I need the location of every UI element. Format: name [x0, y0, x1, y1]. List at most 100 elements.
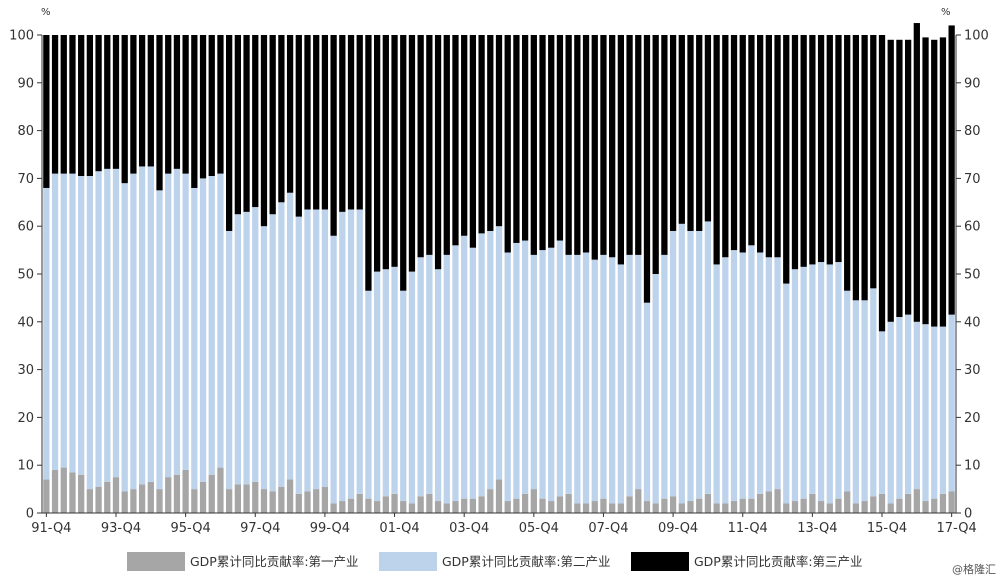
- bar-segment-tertiary: [687, 35, 694, 231]
- bar-segment-secondary: [661, 254, 668, 499]
- bar-segment-secondary: [165, 173, 172, 478]
- right-y-tick-label: 10: [964, 459, 981, 474]
- bar-segment-tertiary: [948, 25, 955, 315]
- bar-segment-primary: [191, 489, 198, 513]
- bar-segment-primary: [469, 498, 477, 513]
- bar-segment-tertiary: [86, 35, 94, 177]
- bar-segment-tertiary: [121, 35, 128, 184]
- bar-segment-primary: [626, 496, 633, 513]
- x-tick-label: 11-Q4: [728, 521, 768, 536]
- bar-segment-secondary: [478, 233, 485, 497]
- bar-segment-tertiary: [347, 35, 355, 210]
- bar-segment-secondary: [844, 290, 851, 492]
- bar-segment-secondary: [226, 230, 233, 490]
- bar-segment-primary: [226, 489, 233, 513]
- bar-segment-secondary: [861, 300, 868, 502]
- bar-segment-tertiary: [51, 35, 59, 174]
- bar-segment-primary: [722, 503, 729, 513]
- bar-segment-tertiary: [365, 35, 372, 291]
- bar-segment-tertiary: [234, 35, 241, 215]
- bar-segment-secondary: [286, 192, 294, 480]
- x-tick-label: 95-Q4: [171, 521, 211, 536]
- right-y-tick-label: 70: [964, 172, 981, 187]
- bar-segment-primary: [922, 501, 929, 513]
- bar-segment-tertiary: [765, 35, 772, 258]
- right-y-tick-label: 60: [964, 220, 981, 235]
- bar-segment-tertiary: [844, 35, 851, 291]
- bar-segment-primary: [86, 489, 94, 513]
- bar-segment-primary: [835, 498, 842, 513]
- bar-segment-secondary: [295, 216, 302, 494]
- bar-segment-secondary: [635, 254, 642, 490]
- bar-segment-secondary: [78, 176, 85, 475]
- bar-segment-secondary: [530, 254, 537, 490]
- bar-segment-tertiary: [495, 35, 503, 227]
- bar-segment-secondary: [191, 187, 198, 490]
- bar-segment-secondary: [896, 317, 903, 499]
- bar-segment-secondary: [617, 264, 624, 504]
- bar-segment-primary: [321, 486, 329, 513]
- bar-segment-primary: [939, 493, 947, 513]
- bar-segment-tertiary: [678, 35, 685, 224]
- right-unit-label: %: [941, 7, 951, 18]
- bar-segment-primary: [565, 493, 572, 513]
- bar-segment-tertiary: [530, 35, 537, 255]
- bar-segment-secondary: [278, 202, 285, 487]
- right-y-tick-label: 0: [964, 507, 972, 522]
- bar-segment-secondary: [304, 209, 311, 492]
- x-tick-label: 13-Q4: [797, 521, 837, 536]
- left-y-tick-label: 50: [17, 268, 34, 283]
- bar-segment-secondary: [391, 266, 398, 494]
- left-y-tick-label: 100: [9, 29, 34, 44]
- bar-segment-secondary: [426, 254, 433, 494]
- bar-segment-primary: [539, 498, 546, 513]
- bar-segment-secondary: [313, 209, 320, 490]
- bar-segment-tertiary: [330, 35, 337, 236]
- bar-segment-primary: [252, 481, 259, 513]
- bar-segment-tertiary: [904, 39, 912, 315]
- bar-segment-primary: [243, 484, 250, 513]
- left-y-tick-label: 40: [17, 315, 34, 330]
- bar-segment-secondary: [556, 240, 564, 497]
- bar-segment-tertiary: [147, 35, 154, 167]
- bar-segment-primary: [826, 503, 833, 513]
- bar-segment-tertiary: [565, 35, 572, 255]
- bar-segment-secondary: [687, 230, 694, 502]
- bar-segment-secondary: [234, 214, 241, 485]
- bar-segment-tertiary: [130, 35, 137, 174]
- bar-segment-primary: [652, 503, 659, 513]
- legend-label-tertiary: GDP累计同比贡献率:第三产业: [694, 554, 863, 569]
- bar-segment-primary: [147, 481, 154, 513]
- bar-segment-primary: [295, 493, 302, 513]
- bar-segment-secondary: [260, 226, 268, 490]
- bar-segment-primary: [426, 493, 433, 513]
- bar-segment-tertiary: [339, 35, 346, 212]
- bar-segment-secondary: [513, 242, 520, 499]
- bar-segment-primary: [791, 501, 799, 513]
- bar-segment-tertiary: [739, 35, 746, 253]
- bar-segment-secondary: [86, 176, 94, 490]
- bar-segment-primary: [757, 493, 764, 513]
- bar-segment-tertiary: [391, 35, 398, 267]
- ticks-layer: 0 0 10 10 20 20 30 30 40 40 50 50 60 60 70 70 80 80 90 90 10…: [9, 29, 989, 537]
- bar-segment-primary: [774, 489, 781, 513]
- bar-segment-primary: [156, 489, 163, 513]
- bar-segment-tertiary: [217, 35, 224, 174]
- bar-segment-secondary: [69, 173, 76, 473]
- bar-segment-primary: [51, 469, 59, 513]
- left-y-tick-label: 0: [26, 507, 34, 522]
- bar-segment-secondary: [400, 290, 407, 502]
- bar-segment-primary: [800, 498, 807, 513]
- bar-segment-tertiary: [504, 35, 511, 253]
- bar-segment-primary: [904, 493, 912, 513]
- left-y-tick-label: 60: [17, 220, 34, 235]
- bar-segment-primary: [182, 469, 189, 513]
- bar-segment-secondary: [939, 326, 947, 494]
- bar-segment-secondary: [243, 211, 250, 485]
- bar-segment-tertiary: [748, 35, 755, 246]
- bar-segment-tertiary: [696, 35, 703, 231]
- bar-segment-primary: [878, 493, 886, 513]
- bar-segment-secondary: [870, 288, 877, 497]
- bar-segment-secondary: [104, 168, 111, 482]
